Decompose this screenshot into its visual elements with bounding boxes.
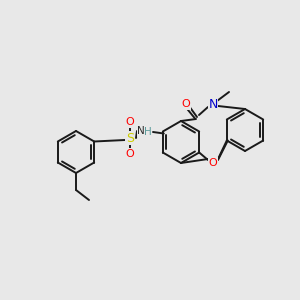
- Text: O: O: [182, 99, 190, 109]
- Text: O: O: [126, 117, 134, 127]
- Text: H: H: [144, 127, 152, 137]
- Text: O: O: [208, 158, 217, 168]
- Text: O: O: [126, 149, 134, 159]
- Text: N: N: [137, 126, 145, 136]
- Text: N: N: [208, 98, 218, 110]
- Text: S: S: [126, 131, 134, 145]
